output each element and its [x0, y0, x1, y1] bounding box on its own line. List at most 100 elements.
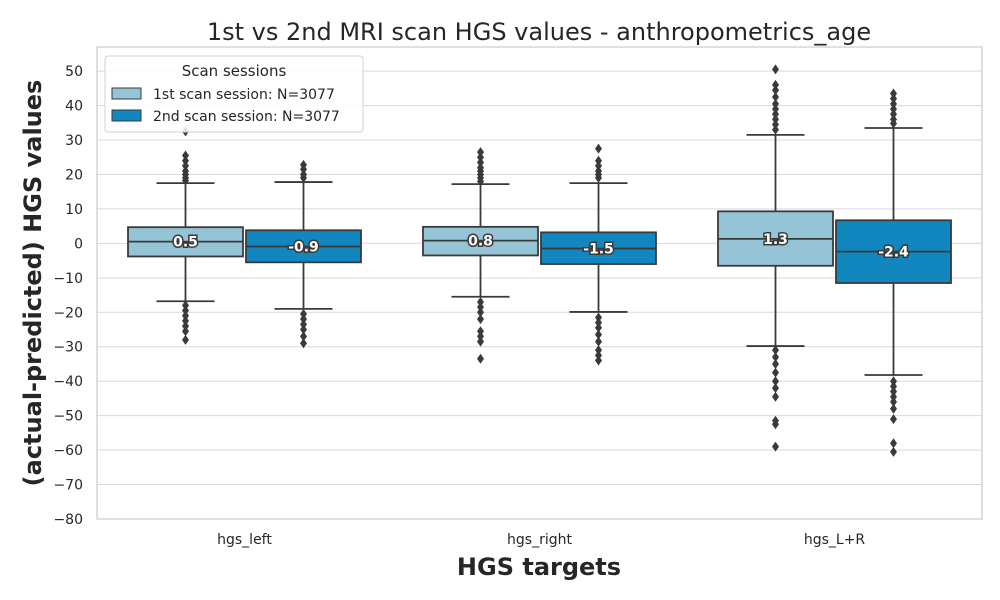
- outlier-point: [477, 353, 484, 364]
- y-tick-label: 50: [65, 64, 83, 80]
- box-group: 0.5: [127, 126, 244, 345]
- y-axis-label: (actual-predicted) HGS values: [19, 80, 47, 487]
- outlier-point: [595, 160, 602, 171]
- median-label: -2.4: [878, 245, 909, 261]
- outlier-point: [890, 118, 897, 129]
- legend-entry-2nd-scan: 2nd scan session: N=3077: [153, 109, 340, 125]
- outlier-point: [477, 336, 484, 347]
- outlier-point: [595, 317, 602, 328]
- outlier-point: [300, 324, 307, 335]
- outlier-point: [595, 336, 602, 347]
- outlier-point: [890, 381, 897, 392]
- outlier-point: [300, 331, 307, 342]
- box-group: 1.3: [717, 64, 834, 452]
- outlier-point: [595, 172, 602, 183]
- y-tick-label: −20: [53, 305, 83, 321]
- median-label: -1.5: [583, 242, 614, 258]
- outlier-point: [595, 155, 602, 166]
- outlier-point: [890, 446, 897, 457]
- legend-entry-1st-scan: 1st scan session: N=3077: [153, 87, 335, 103]
- outlier-point: [772, 109, 779, 120]
- outlier-point: [477, 307, 484, 318]
- legend-title: Scan sessions: [182, 62, 287, 80]
- boxes-layer: 0.5 0.8 1.3 -0.9 -1.5 -2.4: [127, 64, 952, 457]
- outlier-point: [477, 314, 484, 325]
- outlier-point: [890, 414, 897, 425]
- outlier-point: [182, 175, 189, 186]
- outlier-point: [772, 391, 779, 402]
- outlier-point: [890, 376, 897, 387]
- outlier-point: [772, 104, 779, 115]
- outlier-point: [772, 64, 779, 75]
- y-tick-label: 20: [65, 167, 83, 183]
- outlier-point: [477, 147, 484, 158]
- box-group: 0.8: [422, 147, 539, 364]
- x-tick-label: hgs_L+R: [804, 532, 866, 548]
- outlier-point: [595, 350, 602, 361]
- outlier-point: [772, 119, 779, 130]
- outlier-point: [890, 93, 897, 104]
- outlier-point: [772, 79, 779, 90]
- outlier-point: [300, 319, 307, 330]
- outlier-point: [772, 441, 779, 452]
- median-label: 1.3: [763, 232, 788, 248]
- y-tick-label: −60: [53, 443, 83, 459]
- outlier-point: [182, 300, 189, 311]
- outlier-point: [182, 326, 189, 337]
- outlier-point: [890, 403, 897, 414]
- outlier-point: [890, 438, 897, 449]
- outlier-point: [300, 172, 307, 183]
- outlier-point: [595, 322, 602, 333]
- outlier-point: [595, 143, 602, 154]
- outlier-point: [477, 331, 484, 342]
- y-tick-label: −10: [53, 271, 83, 287]
- outlier-point: [182, 305, 189, 316]
- outlier-point: [772, 358, 779, 369]
- median-label: -0.9: [288, 239, 319, 255]
- outlier-point: [772, 114, 779, 125]
- outlier-point: [890, 104, 897, 115]
- outlier-point: [300, 164, 307, 175]
- outlier-point: [890, 98, 897, 109]
- outlier-point: [772, 91, 779, 102]
- outlier-point: [477, 296, 484, 307]
- box-group: -1.5: [540, 143, 657, 366]
- outlier-point: [772, 345, 779, 356]
- outlier-point: [595, 312, 602, 323]
- y-tick-labels: 50 40 30 20 10 0 −10 −20 −30 −40 −50 −60 −70 −80: [53, 64, 83, 528]
- legend-swatch-1st-scan: [111, 87, 142, 100]
- outlier-point: [772, 367, 779, 378]
- y-tick-label: 10: [65, 202, 83, 218]
- chart-title: 1st vs 2nd MRI scan HGS values - anthrop…: [207, 18, 871, 46]
- legend-swatch-2nd-scan: [111, 109, 142, 122]
- outlier-point: [182, 160, 189, 171]
- outlier-point: [772, 98, 779, 109]
- x-tick-label: hgs_right: [507, 532, 572, 548]
- outlier-point: [772, 376, 779, 387]
- outlier-point: [772, 85, 779, 96]
- outlier-point: [595, 345, 602, 356]
- outlier-point: [182, 315, 189, 326]
- outlier-point: [595, 329, 602, 340]
- outlier-point: [772, 383, 779, 394]
- outlier-point: [300, 309, 307, 320]
- x-tick-labels: hgs_left hgs_right hgs_L+R: [217, 532, 865, 548]
- outlier-point: [890, 396, 897, 407]
- plot-area: [96, 46, 983, 520]
- legend: Scan sessions 1st scan session: N=3077 2…: [104, 55, 364, 133]
- outlier-point: [772, 124, 779, 135]
- y-gridlines: [97, 70, 982, 486]
- outlier-point: [300, 338, 307, 349]
- outlier-point: [300, 314, 307, 325]
- outlier-point: [182, 334, 189, 345]
- outlier-point: [182, 155, 189, 166]
- x-tick-label: hgs_left: [217, 532, 272, 548]
- y-tick-label: −40: [53, 374, 83, 390]
- y-tick-label: −50: [53, 409, 83, 425]
- legend-frame: [104, 55, 364, 133]
- outlier-point: [477, 176, 484, 187]
- box-group: -0.9: [245, 159, 362, 349]
- outlier-point: [477, 157, 484, 168]
- median-label: 0.5: [173, 235, 198, 251]
